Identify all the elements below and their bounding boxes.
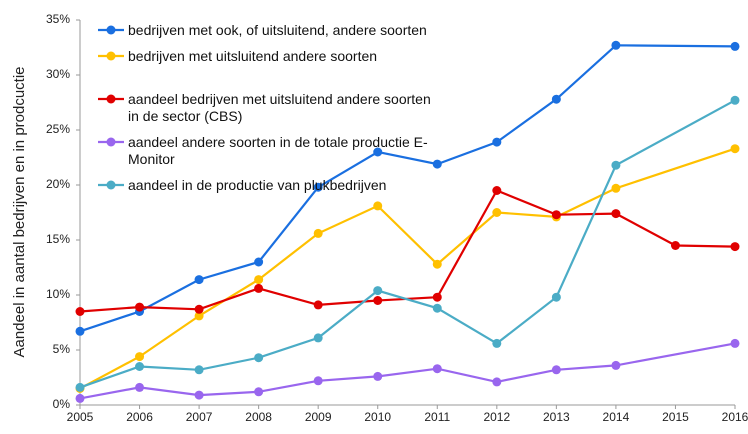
data-point (730, 242, 740, 252)
series-line (79, 189, 736, 313)
legend-entry: aandeel bedrijven met uitsluitend andere… (98, 91, 438, 125)
data-point (313, 376, 323, 386)
data-point (551, 94, 561, 104)
data-point (373, 371, 383, 381)
legend-label: bedrijven met ook, of uitsluitend, ander… (128, 22, 427, 38)
x-tick-label: 2013 (543, 410, 570, 424)
data-point (194, 311, 204, 321)
data-point (611, 183, 621, 193)
data-point (75, 307, 85, 316)
data-point (313, 333, 323, 343)
legend-dot (106, 180, 116, 190)
x-tick-label: 2008 (245, 410, 272, 424)
y-tick-label: 15% (46, 232, 70, 246)
data-point (432, 303, 442, 313)
legend-entry: bedrijven met uitsluitend andere soorten (98, 48, 438, 82)
legend-swatch (98, 137, 124, 147)
legend-entry: aandeel andere soorten in de totale prod… (98, 134, 438, 168)
y-axis-label: Aandeel in aantal bedrijven en in prodcu… (11, 66, 28, 357)
legend-swatch (98, 25, 124, 35)
data-point (611, 160, 621, 170)
legend-dot (106, 25, 116, 35)
x-tick-label: 2007 (186, 410, 213, 424)
legend-label: aandeel andere soorten in de totale prod… (128, 134, 428, 167)
legend-swatch (98, 94, 124, 104)
data-point (492, 377, 502, 387)
x-tick-label: 2011 (424, 410, 450, 424)
data-point (313, 228, 323, 238)
data-point (194, 275, 204, 285)
data-point (432, 259, 442, 269)
data-point (313, 182, 323, 192)
data-point (611, 360, 621, 370)
y-tick-label: 35% (46, 12, 70, 26)
data-point (730, 41, 740, 51)
data-point (194, 390, 204, 400)
x-tick-label: 2010 (364, 410, 391, 424)
legend-label: bedrijven met uitsluitend andere soorten (128, 48, 378, 64)
data-point (373, 147, 383, 157)
data-point (135, 302, 145, 312)
data-point (670, 241, 680, 250)
data-point (373, 296, 383, 305)
data-point (492, 137, 502, 147)
y-tick-label: 20% (46, 177, 70, 191)
data-point (254, 257, 264, 267)
data-point (254, 283, 264, 293)
x-tick-label: 2016 (722, 410, 748, 424)
x-tick-label: 2006 (126, 410, 153, 424)
data-point (135, 352, 145, 362)
data-point (432, 292, 442, 302)
data-point (373, 201, 383, 211)
legend-dot (106, 51, 116, 61)
legend-label: aandeel in de productie van plukbedrijve… (128, 177, 387, 193)
data-point (373, 286, 383, 296)
x-tick-label: 2015 (662, 410, 689, 424)
x-tick-label: 2012 (483, 410, 510, 424)
legend-entry: bedrijven met ook, of uitsluitend, ander… (98, 22, 438, 39)
data-point (492, 208, 502, 217)
y-tick-label: 30% (46, 67, 70, 81)
data-point (194, 365, 204, 375)
data-point (551, 365, 561, 375)
data-point (551, 210, 561, 220)
x-tick-label: 2014 (603, 410, 630, 424)
data-point (75, 326, 85, 336)
data-point (611, 40, 621, 50)
data-point (730, 95, 740, 105)
data-point (135, 382, 145, 392)
data-point (432, 364, 442, 374)
x-tick-label: 2009 (305, 410, 332, 424)
y-tick-label: 10% (46, 287, 70, 301)
legend-swatch (98, 180, 124, 190)
legend: bedrijven met ook, of uitsluitend, ander… (98, 22, 438, 203)
data-point (254, 387, 264, 397)
data-point (492, 338, 502, 348)
data-point (135, 362, 145, 371)
legend-dot (106, 137, 116, 147)
y-tick-label: 5% (53, 342, 71, 356)
legend-swatch (98, 51, 124, 61)
data-point (730, 144, 740, 154)
legend-dot (106, 94, 116, 104)
y-tick-label: 0% (53, 397, 71, 411)
data-point (551, 292, 561, 302)
y-tick-label: 25% (46, 122, 70, 136)
data-point (254, 353, 264, 363)
data-point (313, 300, 323, 310)
data-point (611, 209, 621, 219)
legend-label: aandeel bedrijven met uitsluitend andere… (128, 91, 431, 124)
data-point (492, 186, 502, 195)
data-point (254, 275, 264, 285)
data-point (75, 393, 85, 403)
series-line (79, 342, 736, 400)
data-point (75, 382, 85, 392)
x-tick-label: 2005 (67, 410, 94, 424)
data-point (194, 304, 204, 314)
data-point (730, 338, 740, 348)
legend-entry: aandeel in de productie van plukbedrijve… (98, 177, 438, 194)
data-point (432, 159, 442, 169)
